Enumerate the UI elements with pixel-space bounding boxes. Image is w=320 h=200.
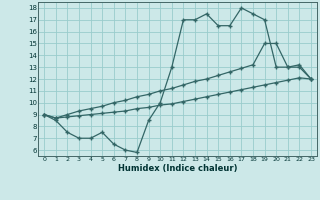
X-axis label: Humidex (Indice chaleur): Humidex (Indice chaleur) bbox=[118, 164, 237, 173]
